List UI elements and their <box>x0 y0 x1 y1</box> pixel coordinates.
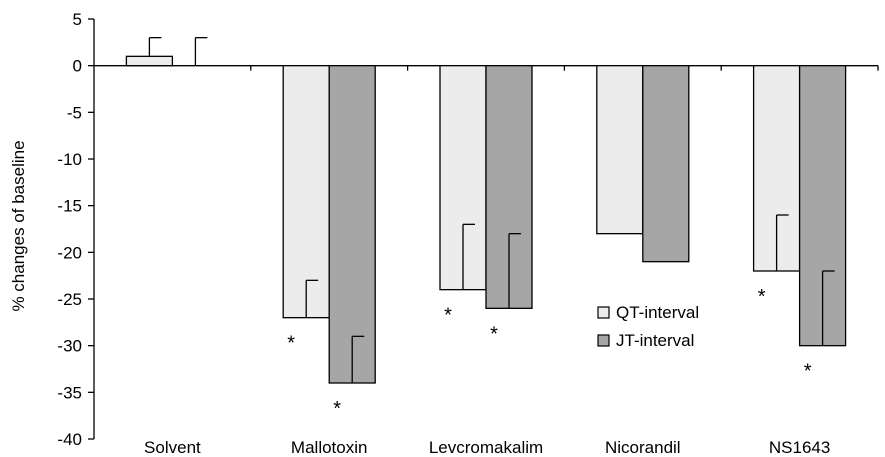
legend-label: QT-interval <box>616 303 699 322</box>
legend-label: JT-interval <box>616 331 694 350</box>
significance-star: * <box>758 286 766 308</box>
bar-jt-interval-1 <box>328 65 376 384</box>
y-tick-label: -15 <box>57 197 82 216</box>
y-tick-label: 0 <box>73 57 82 76</box>
category-label: Levcromakalim <box>429 438 543 457</box>
y-tick-label: -30 <box>57 337 82 356</box>
category-label: Nicorandil <box>605 438 681 457</box>
bars <box>125 55 847 384</box>
significance-star: * <box>287 333 295 355</box>
significance-star: * <box>804 361 812 383</box>
y-tick-label: -35 <box>57 383 82 402</box>
legend-swatch <box>597 306 610 319</box>
y-tick-label: -5 <box>67 103 82 122</box>
bar-qt-interval-1 <box>282 65 330 319</box>
y-axis: 5 0 -5 -10 -15 -20 -25 -30 -35 -40 <box>57 10 95 449</box>
error-bars <box>148 37 835 383</box>
legend-swatch <box>597 334 610 347</box>
legend: QT-interval JT-interval <box>597 303 699 350</box>
significance-star: * <box>333 398 341 420</box>
bar-jt-interval-2 <box>485 65 533 309</box>
bar-qt-interval-3 <box>596 65 644 235</box>
y-axis-title: % changes of baseline <box>9 140 28 311</box>
y-tick-label: -25 <box>57 290 82 309</box>
category-label: NS1643 <box>769 438 830 457</box>
category-label: Mallotoxin <box>291 438 368 457</box>
y-tick-label: 5 <box>73 10 82 29</box>
y-tick-label: -40 <box>57 430 82 449</box>
significance-markers: * * * * * * <box>287 286 811 420</box>
category-labels: Solvent Mallotoxin Levcromakalim Nicorandil… <box>144 438 830 457</box>
category-label: Solvent <box>144 438 201 457</box>
y-tick-label: -20 <box>57 243 82 262</box>
significance-star: * <box>444 305 452 327</box>
bar-qt-interval-0 <box>125 55 174 67</box>
y-tick-label: -10 <box>57 150 82 169</box>
significance-star: * <box>490 323 498 345</box>
bar-jt-interval-3 <box>642 65 690 263</box>
